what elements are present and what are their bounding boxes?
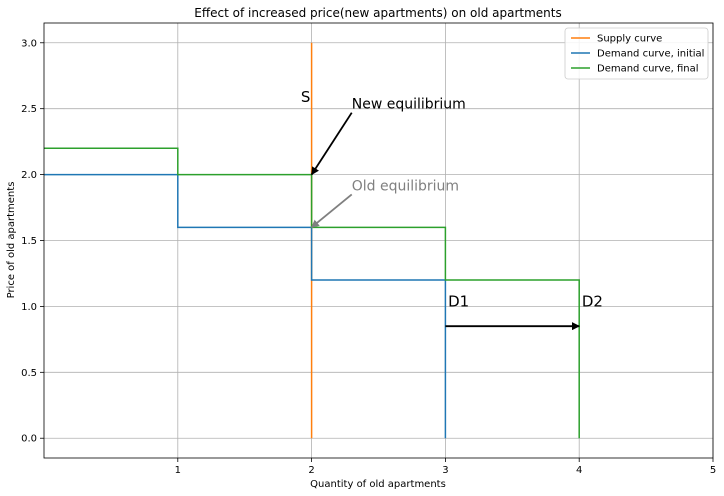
y-tick-label: 3.0 <box>21 38 37 49</box>
y-axis-label: Price of old apartments <box>6 182 17 299</box>
x-axis-label: Quantity of old apartments <box>310 479 446 490</box>
x-tick-label: 2 <box>308 465 314 476</box>
legend: Supply curve Demand curve, initial Demand … <box>564 27 709 80</box>
legend-label-0: Supply curve <box>597 34 662 45</box>
curve-label-d1-label: D1 <box>448 292 469 310</box>
x-tick-label: 3 <box>442 465 448 476</box>
y-tick-label: 2.0 <box>21 170 37 181</box>
legend-label-2: Demand curve, final <box>597 64 699 75</box>
y-tick-label: 0.0 <box>21 434 37 445</box>
curve-label-s-label: S <box>301 88 311 106</box>
y-tick-label: 1.0 <box>21 302 37 313</box>
grid <box>44 23 714 458</box>
legend-box <box>564 27 709 80</box>
x-tick-label: 5 <box>710 465 716 476</box>
annotation-arrow-old-eq <box>310 193 353 229</box>
ticks: 1 2 3 4 5 0.0 0.5 1.0 1.5 2.0 2.5 3.0 <box>21 38 716 476</box>
legend-label-1: Demand curve, initial <box>597 49 704 60</box>
y-tick-label: 1.5 <box>21 236 37 247</box>
y-tick-label: 2.5 <box>21 104 37 115</box>
annotation-text-new-eq: New equilibrium <box>352 97 466 113</box>
annotation-text-old-eq: Old equilibrium <box>352 178 459 194</box>
chart-title: Effect of increased price(new apartments… <box>194 6 561 20</box>
y-tick-label: 0.5 <box>21 368 37 379</box>
annotation-arrow-new-eq <box>310 112 353 176</box>
curve-label-d2-label: D2 <box>582 292 603 310</box>
annotations: New equilibrium Old equilibrium S D1 D2 <box>301 88 603 331</box>
x-tick-label: 4 <box>576 465 582 476</box>
x-tick-label: 1 <box>175 465 181 476</box>
